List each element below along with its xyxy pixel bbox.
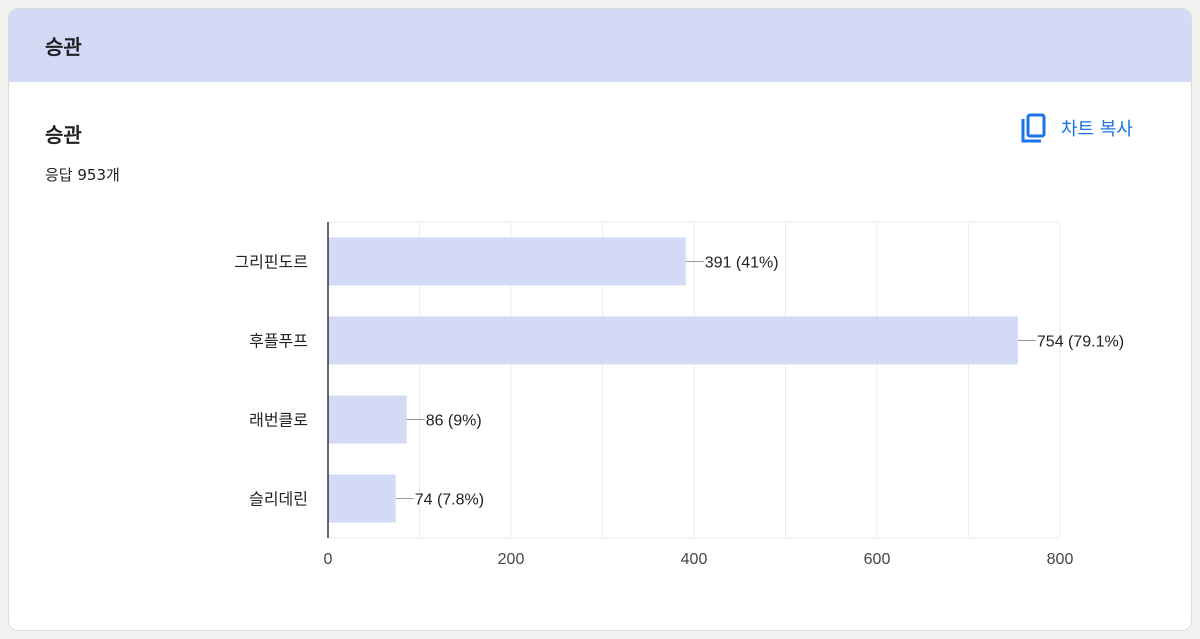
x-tick-label: 400 xyxy=(681,551,708,568)
x-tick-label: 0 xyxy=(324,551,333,568)
copy-chart-label: 차트 복사 xyxy=(1061,119,1133,140)
card-header: 승관 xyxy=(9,9,1191,82)
bar xyxy=(328,316,1018,365)
copy-chart-button[interactable]: 차트 복사 xyxy=(1021,113,1133,143)
data-label: 754 (79.1%) xyxy=(1037,334,1124,351)
x-tick-label: 800 xyxy=(1047,551,1074,568)
data-label: 391 (41%) xyxy=(705,255,779,272)
category-label: 슬리데린 xyxy=(249,491,308,509)
copy-icon xyxy=(1021,113,1046,143)
data-label: 74 (7.8%) xyxy=(415,492,484,509)
bar xyxy=(328,474,396,523)
bar xyxy=(328,237,686,286)
bar xyxy=(328,395,407,444)
x-tick-label: 600 xyxy=(864,551,891,568)
category-label: 그리핀도르 xyxy=(234,254,308,272)
category-label: 래번클로 xyxy=(249,412,308,430)
x-tick-label: 200 xyxy=(498,551,525,568)
data-label: 86 (9%) xyxy=(426,413,482,430)
category-label: 후플푸프 xyxy=(249,333,308,351)
question-title: 승관 xyxy=(45,123,82,147)
response-count: 응답 953개 xyxy=(45,166,120,184)
header-title: 승관 xyxy=(45,35,82,59)
